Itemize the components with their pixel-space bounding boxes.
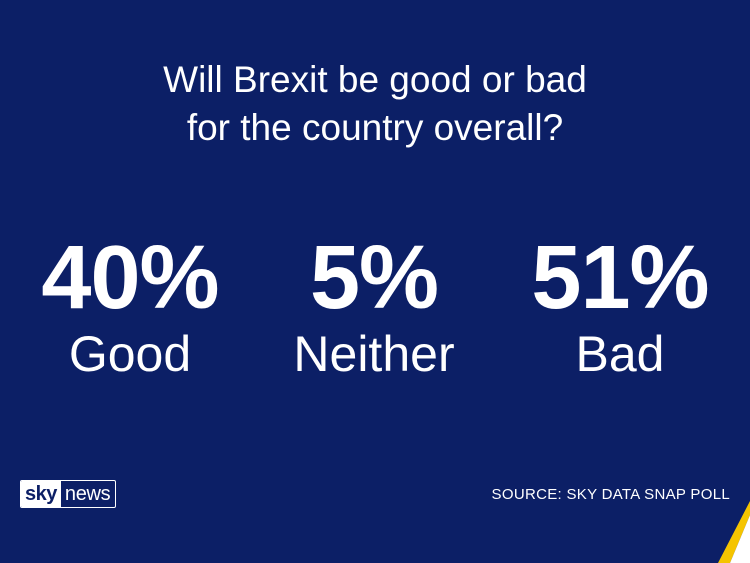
result-bad-label: Bad xyxy=(575,326,665,382)
result-bad-value: 51% xyxy=(531,228,709,328)
result-neither-value: 5% xyxy=(309,228,439,328)
result-good-label: Good xyxy=(68,326,192,382)
corner-accent-shape xyxy=(718,501,750,563)
question-line-2: for the country overall? xyxy=(186,107,564,148)
result-good: 40% Good xyxy=(10,228,250,382)
result-bad: 51% Bad xyxy=(500,228,740,382)
result-neither-label: Neither xyxy=(293,326,455,382)
poll-question: Will Brexit be good or bad for the count… xyxy=(0,56,750,152)
result-neither: 5% Neither xyxy=(254,228,494,382)
sky-news-logo: sky news xyxy=(20,480,117,508)
poll-results: 40% Good 5% Neither 51% Bad xyxy=(0,228,750,398)
logo-sky-text: sky xyxy=(21,481,61,507)
source-note: SOURCE: SKY DATA SNAP POLL xyxy=(491,486,730,503)
logo-news-text: news xyxy=(64,483,111,505)
corner-accent-stripe xyxy=(718,501,750,563)
result-good-value: 40% xyxy=(41,228,219,328)
question-line-1: Will Brexit be good or bad xyxy=(163,59,587,100)
corner-white-shape xyxy=(730,515,750,563)
